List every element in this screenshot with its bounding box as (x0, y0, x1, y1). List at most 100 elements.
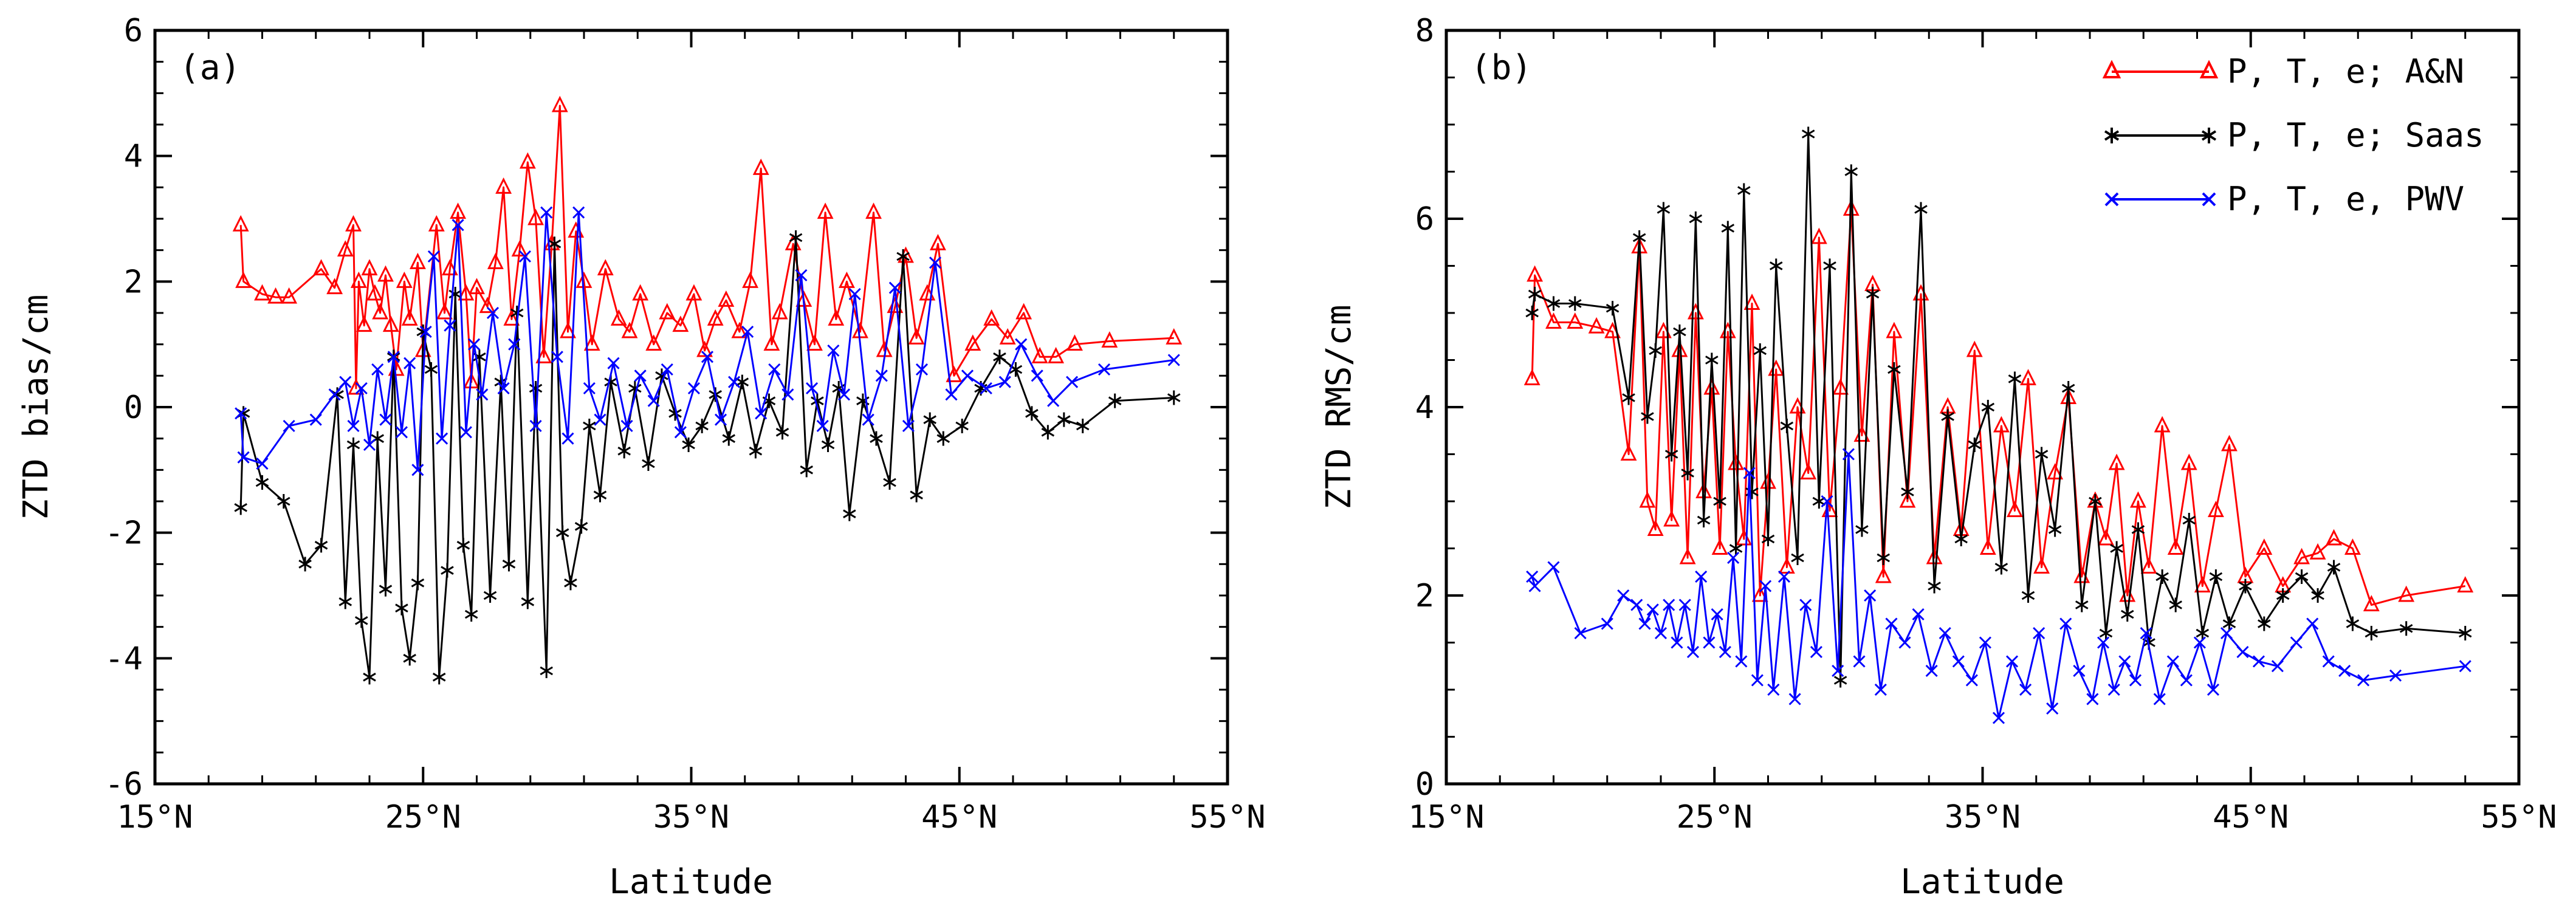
y-tick-label: 6 (124, 13, 143, 49)
data-point-x (998, 376, 1011, 388)
data-point-triangle (1567, 312, 1584, 329)
data-point-x (1047, 394, 1060, 407)
data-point-asterisk (1641, 409, 1654, 424)
data-point-triangle (326, 278, 343, 295)
data-point-asterisk (1780, 419, 1794, 433)
data-point-triangle (487, 252, 504, 269)
data-point-x (2459, 660, 2471, 673)
data-point-asterisk (1729, 541, 1743, 556)
y-tick-label: 0 (124, 390, 143, 426)
data-point-x (1547, 561, 1560, 574)
y-axis-title: ZTD RMS/cm (1319, 304, 1359, 509)
data-point-x (1638, 617, 1651, 630)
y-axis: 0 2 4 6 8 (1415, 13, 2519, 803)
series-asterisk (1525, 126, 2472, 688)
data-point-triangle (2256, 538, 2273, 555)
data-point-x (945, 388, 958, 401)
data-point-asterisk (1791, 551, 1804, 565)
data-point-x (518, 250, 531, 263)
data-point-triangle (1527, 265, 1544, 282)
x-tick-label: 15°N (117, 799, 193, 836)
data-point-asterisk (2182, 513, 2196, 527)
data-point-triangle (659, 303, 676, 320)
data-point-x (2290, 636, 2303, 649)
plot-frame (153, 29, 1229, 786)
data-point-triangle (2108, 453, 2125, 470)
data-point-x (875, 369, 888, 382)
data-point-triangle (718, 290, 735, 307)
data-point-asterisk (1954, 532, 1968, 546)
data-point-asterisk (2169, 597, 2182, 613)
data-point-triangle (983, 309, 1000, 326)
data-point-x (256, 457, 269, 470)
data-point-triangle (752, 158, 769, 175)
data-point-triangle (1711, 538, 1728, 555)
data-point-asterisk (521, 594, 535, 609)
data-point-asterisk (695, 419, 709, 433)
data-point-x (980, 382, 992, 395)
data-point-x (379, 413, 392, 426)
data-point-x (283, 419, 295, 433)
legend-entry-an: P, T, e; A&N (2102, 52, 2464, 91)
data-point-x (1777, 570, 1791, 583)
data-point-triangle (597, 259, 614, 276)
data-point-x (594, 413, 606, 426)
data-point-asterisk (1833, 673, 1847, 688)
data-point-asterisk (2035, 447, 2049, 462)
data-point-x (620, 419, 633, 433)
data-point-x (2180, 674, 2193, 687)
data-point-asterisk (923, 412, 936, 427)
data-point-triangle (2457, 576, 2474, 592)
x-axis: 15°N 25°N 35°N 45°N 55°N (1408, 30, 2557, 836)
data-point-asterisk (775, 425, 789, 440)
data-point-asterisk (617, 444, 631, 459)
data-point-triangle (1800, 463, 1817, 479)
data-point-x (1842, 448, 1855, 461)
data-point-triangle (1810, 227, 1827, 244)
data-point-x (1663, 599, 1675, 611)
data-point-asterisk (1528, 287, 1542, 301)
data-point-x (235, 407, 247, 420)
data-point-x (929, 256, 942, 269)
data-point-asterisk (1855, 522, 1869, 537)
data-point-x (2389, 669, 2402, 682)
data-point-asterisk (1547, 296, 1561, 311)
plot-area (232, 95, 1183, 685)
data-point-x (436, 432, 448, 445)
x-axis: 15°N 25°N 35°N 45°N 55°N (117, 30, 1266, 836)
y-tick-label: 8 (1415, 13, 1434, 49)
data-point-triangle (707, 309, 724, 326)
data-point-asterisk (1622, 390, 1635, 405)
data-point-triangle (436, 303, 453, 320)
data-point-triangle (1588, 317, 1605, 334)
data-point-x (468, 338, 481, 351)
data-point-triangle (382, 315, 399, 332)
data-point-x (1821, 495, 1833, 508)
data-point-asterisk (1914, 202, 1928, 217)
data-point-x (1703, 636, 1716, 649)
data-point-x (452, 219, 464, 232)
data-point-triangle (1832, 378, 1849, 395)
legend-label-saas: P, T, e; Saas (2227, 116, 2484, 154)
data-point-asterisk (236, 406, 250, 421)
data-point-x (497, 382, 510, 395)
data-point-x (2236, 645, 2249, 659)
data-point-triangle (372, 303, 389, 320)
data-point-x (2019, 683, 2032, 696)
data-point-x (1788, 693, 1801, 705)
data-point-asterisk (896, 249, 910, 264)
data-point-asterisk (1713, 494, 1726, 509)
data-point-asterisk (1606, 301, 1619, 316)
data-point-triangle (479, 297, 496, 314)
data-point-triangle (672, 315, 689, 332)
legend-entry-saas: P, T, e; Saas (2104, 116, 2484, 154)
data-point-x (1912, 608, 1925, 621)
data-point-triangle (999, 328, 1016, 345)
data-point-asterisk (1664, 447, 1678, 462)
data-point-asterisk (955, 419, 969, 433)
data-point-x (363, 438, 376, 451)
data-point-x (529, 419, 542, 433)
data-point-asterisk (564, 575, 577, 591)
data-point-triangle (2154, 416, 2171, 433)
